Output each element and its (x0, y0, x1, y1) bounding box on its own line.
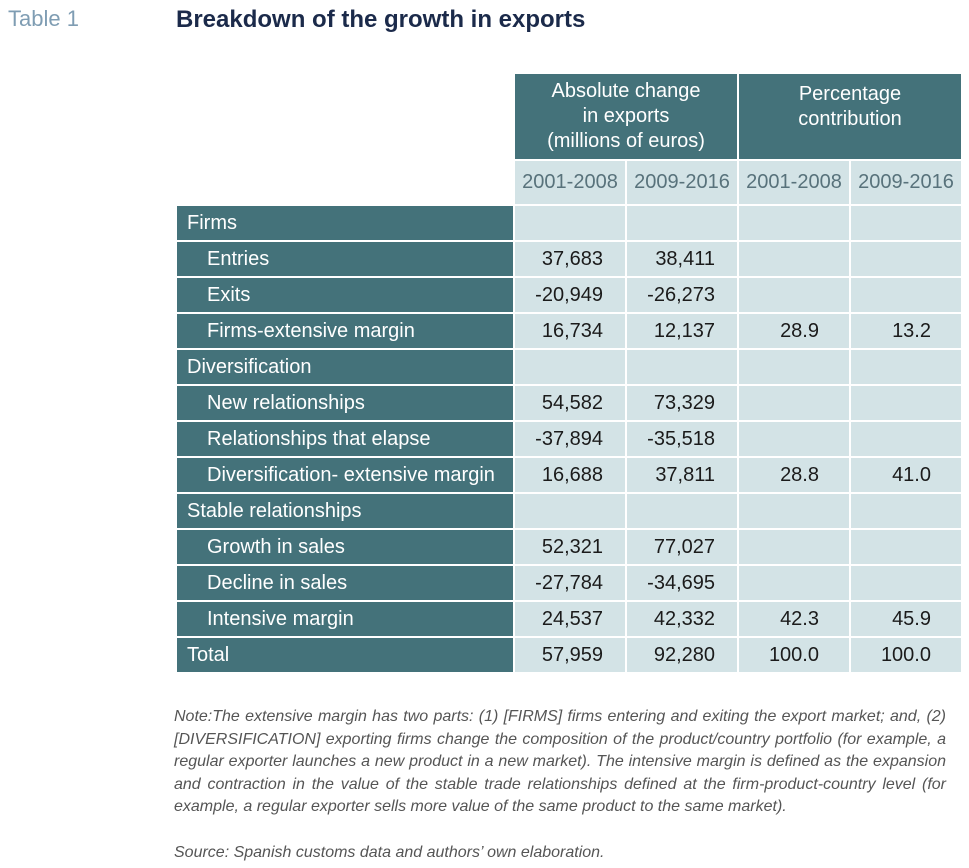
value-cell (739, 242, 849, 276)
row-label: Relationships that elapse (177, 422, 513, 456)
value-cell: 100.0 (851, 638, 961, 672)
value-cell: 73,329 (627, 386, 737, 420)
year-header: 2009-2016 (627, 161, 737, 204)
table-row: New relationships 54,582 73,329 (177, 386, 961, 420)
absolute-header-line: (millions of euros) (547, 130, 705, 152)
value-cell (739, 278, 849, 312)
value-cell: -20,949 (515, 278, 625, 312)
row-label: Decline in sales (177, 566, 513, 600)
value-cell (851, 422, 961, 456)
value-cell: 42,332 (627, 602, 737, 636)
year-header: 2009-2016 (851, 161, 961, 204)
row-group-label: Stable relationships (177, 494, 513, 528)
value-cell (739, 566, 849, 600)
value-cell: 100.0 (739, 638, 849, 672)
row-label: Intensive margin (177, 602, 513, 636)
absolute-header-line: Absolute change (551, 80, 701, 102)
table-row: Total 57,959 92,280 100.0 100.0 (177, 638, 961, 672)
value-cell (515, 494, 625, 528)
value-cell: 54,582 (515, 386, 625, 420)
percentage-header-line: contribution (798, 108, 902, 130)
row-group-label: Diversification (177, 350, 513, 384)
value-cell (627, 206, 737, 240)
value-cell: 12,137 (627, 314, 737, 348)
table-source: Source: Spanish customs data and authors… (174, 844, 605, 861)
value-cell (515, 206, 625, 240)
value-cell: 37,683 (515, 242, 625, 276)
value-cell: 37,811 (627, 458, 737, 492)
value-cell: 45.9 (851, 602, 961, 636)
value-cell: 57,959 (515, 638, 625, 672)
value-cell (739, 386, 849, 420)
table-note: Note:The extensive margin has two parts:… (174, 708, 946, 815)
value-cell (627, 350, 737, 384)
percentage-header-line: Percentage (798, 83, 902, 105)
value-cell (739, 494, 849, 528)
value-cell: 77,027 (627, 530, 737, 564)
row-label: Exits (177, 278, 513, 312)
value-cell (851, 530, 961, 564)
absolute-change-header: Absolute change in exports (millions of … (515, 74, 737, 159)
year-header: 2001-2008 (739, 161, 849, 204)
value-cell: 13.2 (851, 314, 961, 348)
year-header: 2001-2008 (515, 161, 625, 204)
value-cell: 41.0 (851, 458, 961, 492)
value-cell: -26,273 (627, 278, 737, 312)
value-cell: -27,784 (515, 566, 625, 600)
value-cell (851, 566, 961, 600)
table-row: Decline in sales -27,784 -34,695 (177, 566, 961, 600)
value-cell (851, 494, 961, 528)
value-cell (851, 350, 961, 384)
value-cell: 28.8 (739, 458, 849, 492)
value-cell (515, 350, 625, 384)
table-row: Firms-extensive margin 16,734 12,137 28.9 13… (177, 314, 961, 348)
value-cell (851, 278, 961, 312)
value-cell: 16,734 (515, 314, 625, 348)
value-cell (739, 206, 849, 240)
value-cell: -34,695 (627, 566, 737, 600)
value-cell (739, 422, 849, 456)
value-cell (739, 530, 849, 564)
value-cell: 16,688 (515, 458, 625, 492)
value-cell (739, 350, 849, 384)
value-cell: 24,537 (515, 602, 625, 636)
row-label: New relationships (177, 386, 513, 420)
table-row: Diversification- extensive margin 16,688 3… (177, 458, 961, 492)
percentage-contribution-header: Percentage contribution (739, 74, 961, 159)
value-cell: 42.3 (739, 602, 849, 636)
table-body: Firms Entries 37,683 38,411 Exits -20,949 -26,… (177, 206, 961, 672)
table-row: Entries 37,683 38,411 (177, 242, 961, 276)
value-cell (851, 206, 961, 240)
table-row: Growth in sales 52,321 77,027 (177, 530, 961, 564)
row-label: Diversification- extensive margin (177, 458, 513, 492)
value-cell (851, 242, 961, 276)
row-label: Growth in sales (177, 530, 513, 564)
year-row-spacer (177, 161, 513, 204)
row-label: Firms-extensive margin (177, 314, 513, 348)
value-cell (627, 494, 737, 528)
value-cell: 28.9 (739, 314, 849, 348)
value-cell: 52,321 (515, 530, 625, 564)
table-row: Exits -20,949 -26,273 (177, 278, 961, 312)
value-cell: 92,280 (627, 638, 737, 672)
table-label: Table 1 (8, 6, 79, 31)
value-cell: -35,518 (627, 422, 737, 456)
header-corner (177, 74, 513, 159)
row-label: Entries (177, 242, 513, 276)
page-title: Breakdown of the growth in exports (176, 6, 586, 33)
table-row: Diversification (177, 350, 961, 384)
row-group-label: Firms (177, 206, 513, 240)
value-cell: -37,894 (515, 422, 625, 456)
table-row: Stable relationships (177, 494, 961, 528)
value-cell: 38,411 (627, 242, 737, 276)
table-row: Firms (177, 206, 961, 240)
absolute-header-line: in exports (582, 105, 670, 127)
row-group-label: Total (177, 638, 513, 672)
table-row: Relationships that elapse -37,894 -35,518 (177, 422, 961, 456)
value-cell (851, 386, 961, 420)
table-row: Intensive margin 24,537 42,332 42.3 45.9 (177, 602, 961, 636)
exports-breakdown-table: Absolute change in exports (millions of … (175, 72, 963, 674)
